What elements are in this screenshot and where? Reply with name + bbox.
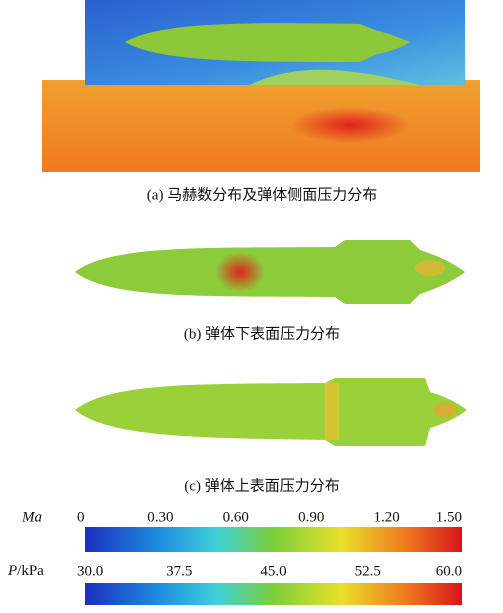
tick-label: 52.5 — [355, 563, 381, 579]
tick-label: 0.60 — [223, 509, 249, 525]
tick-label: 0.30 — [147, 509, 173, 525]
tick-label: 30.0 — [77, 563, 103, 579]
caption: (a) 马赫数分布及弹体侧面压力分布 — [147, 186, 377, 203]
caption: (b) 弹体下表面压力分布 — [184, 325, 340, 342]
tick-label: 0.90 — [298, 509, 324, 525]
tick-label: 60.0 — [436, 563, 462, 579]
tick-label: 1.20 — [373, 509, 399, 525]
colorbar-label: P/kPa — [7, 563, 44, 579]
panel-b-image — [75, 240, 465, 304]
tick-label: 45.0 — [260, 563, 286, 579]
figure: (a) 马赫数分布及弹体侧面压力分布 (b) 弹体下表面压力分布 (c) 弹体上… — [0, 0, 503, 608]
panel-a-image — [42, 0, 480, 172]
tick-label: 0 — [77, 509, 85, 525]
panel-c-image — [75, 378, 467, 446]
colorbar-label: Ma — [21, 509, 42, 525]
caption: (c) 弹体上表面压力分布 — [184, 477, 339, 494]
tick-label: 1.50 — [436, 509, 462, 525]
tick-label: 37.5 — [166, 563, 192, 579]
colorbar: P/kPa — [7, 563, 462, 605]
